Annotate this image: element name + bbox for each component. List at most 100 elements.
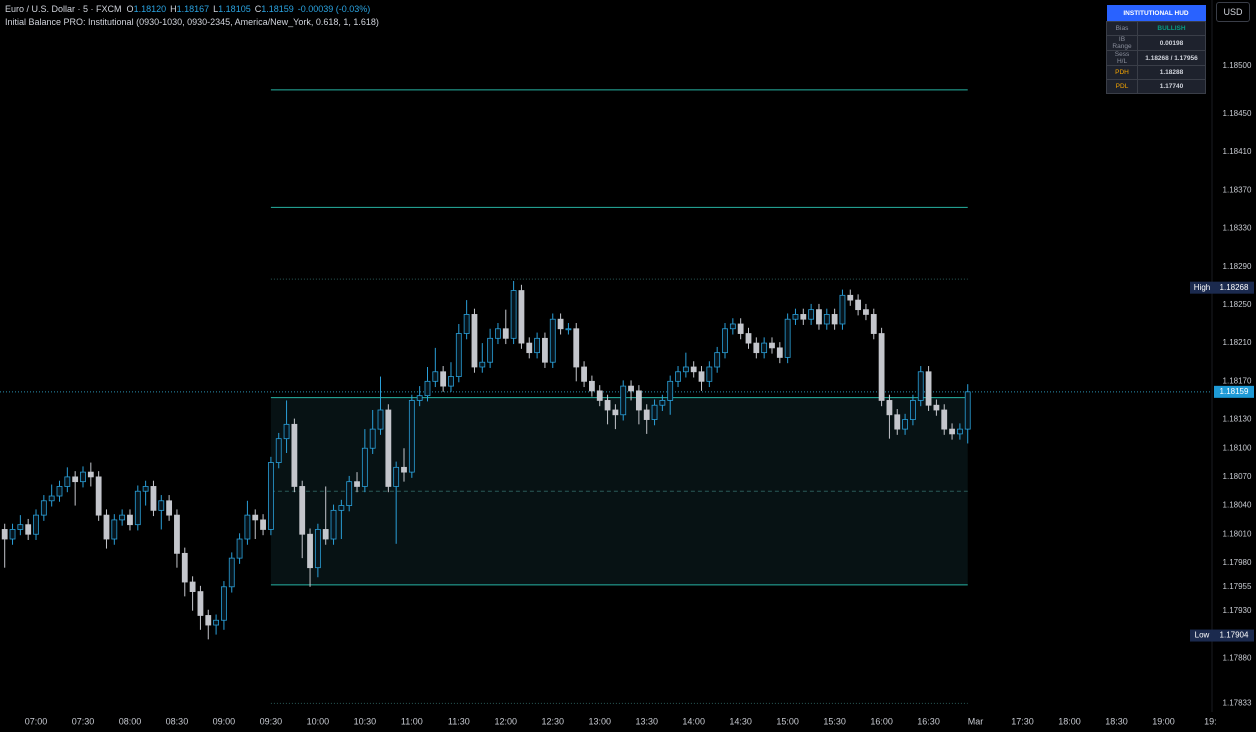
ohlc-c: C1.18159 bbox=[255, 4, 298, 14]
candle bbox=[565, 323, 572, 335]
candle-body bbox=[831, 314, 838, 325]
candle-body bbox=[455, 333, 462, 377]
candle-body bbox=[855, 299, 862, 311]
candle bbox=[275, 432, 282, 469]
ohlc-key: O bbox=[126, 4, 134, 14]
change: -0.00039 (-0.03%) bbox=[297, 4, 371, 14]
candle-body bbox=[604, 400, 611, 411]
candle-body bbox=[416, 395, 423, 401]
x-tick-label: 18:30 bbox=[1105, 716, 1128, 726]
candle-body bbox=[40, 500, 47, 516]
currency-button[interactable]: USD bbox=[1216, 2, 1250, 22]
candle-body bbox=[158, 500, 165, 511]
candle bbox=[181, 547, 188, 597]
x-tick-label: 14:00 bbox=[682, 716, 705, 726]
legend-header: Euro / U.S. Dollar · 5 · FXCM O1.18120 H1… bbox=[5, 3, 379, 29]
y-tick-label: 1.18100 bbox=[1223, 443, 1252, 452]
candle bbox=[432, 347, 439, 388]
candle-body bbox=[142, 486, 149, 492]
y-tick-label: 1.18370 bbox=[1223, 185, 1252, 194]
candle bbox=[455, 323, 462, 383]
candle bbox=[48, 484, 55, 507]
candle bbox=[902, 413, 908, 435]
candle-body bbox=[878, 333, 885, 401]
x-tick-label: 13:00 bbox=[588, 716, 611, 726]
candle bbox=[197, 585, 204, 630]
candle-body bbox=[197, 591, 204, 616]
candle-body bbox=[377, 409, 384, 430]
candle-body bbox=[894, 414, 901, 430]
candle bbox=[479, 343, 486, 373]
y-tick-label: 1.18330 bbox=[1223, 224, 1252, 233]
x-tick-label: 07:00 bbox=[25, 716, 48, 726]
candle-body bbox=[870, 314, 877, 334]
y-tick-label: 1.18040 bbox=[1223, 501, 1252, 510]
candle bbox=[9, 523, 16, 545]
candle bbox=[127, 509, 133, 531]
symbol: Euro / U.S. Dollar · 5 · FXCM bbox=[5, 4, 122, 14]
candle bbox=[800, 308, 807, 325]
y-tick-label: 1.18130 bbox=[1223, 415, 1252, 424]
candle-body bbox=[565, 328, 572, 331]
last-price-tag bbox=[1214, 385, 1254, 398]
y-tick-label: 1.17833 bbox=[1223, 699, 1252, 708]
candle bbox=[542, 332, 548, 368]
candle bbox=[549, 313, 556, 368]
ohlc-o: O1.18120 bbox=[127, 4, 171, 14]
candle bbox=[252, 509, 259, 540]
hud-value: 0.00198 bbox=[1137, 35, 1206, 51]
candle bbox=[964, 384, 971, 444]
candle bbox=[518, 284, 525, 349]
candle-body bbox=[714, 352, 721, 368]
candle-body bbox=[863, 309, 869, 315]
candle bbox=[80, 466, 86, 488]
candle-body bbox=[549, 318, 556, 363]
candle bbox=[17, 515, 24, 536]
candle-body bbox=[745, 333, 752, 344]
candle bbox=[267, 456, 274, 536]
candle bbox=[925, 366, 932, 411]
x-tick-label: 13:30 bbox=[635, 716, 658, 726]
hud-value: 1.18288 bbox=[1137, 65, 1206, 80]
candle-body bbox=[87, 471, 94, 478]
candle-body bbox=[369, 428, 376, 449]
x-tick-label: 16:00 bbox=[870, 716, 893, 726]
candle bbox=[534, 332, 541, 359]
ohlc-l: L1.18105 bbox=[213, 4, 255, 14]
candle-body bbox=[542, 337, 548, 363]
x-tick-label: 08:00 bbox=[119, 716, 142, 726]
x-tick-label: 10:30 bbox=[354, 716, 377, 726]
candle-body bbox=[917, 371, 924, 401]
x-tick-label: 19: bbox=[1204, 716, 1217, 726]
candle-body bbox=[361, 447, 368, 487]
candle-body bbox=[134, 490, 141, 526]
candle bbox=[401, 448, 407, 482]
candle-body bbox=[651, 404, 658, 420]
candle-body bbox=[111, 519, 118, 540]
y-tick-label: 1.17955 bbox=[1223, 582, 1252, 591]
candle bbox=[322, 486, 329, 545]
candle-body bbox=[150, 486, 157, 511]
candle bbox=[174, 509, 180, 568]
candle-body bbox=[291, 423, 298, 487]
last-price-label: 1.18159 bbox=[1220, 387, 1249, 396]
candle-body bbox=[56, 486, 63, 497]
hud-key: Bias bbox=[1106, 21, 1138, 36]
candle bbox=[354, 472, 360, 493]
x-tick-label: 17:30 bbox=[1011, 716, 1034, 726]
price-tag-label: 1.17904 bbox=[1220, 631, 1249, 640]
x-tick-label: 11:30 bbox=[448, 716, 470, 726]
candle-body bbox=[557, 318, 564, 330]
candle-body bbox=[401, 466, 407, 473]
candle bbox=[557, 313, 564, 335]
y-tick-label: 1.18450 bbox=[1223, 109, 1252, 118]
candle bbox=[526, 337, 533, 359]
candle bbox=[424, 366, 431, 402]
hud-value: 1.17740 bbox=[1137, 79, 1206, 94]
candle bbox=[886, 394, 893, 439]
candle-body bbox=[722, 328, 728, 354]
candle-body bbox=[956, 428, 963, 435]
x-tick-label: Mar bbox=[968, 716, 984, 726]
candle bbox=[910, 394, 916, 426]
y-tick-label: 1.18250 bbox=[1223, 300, 1252, 309]
